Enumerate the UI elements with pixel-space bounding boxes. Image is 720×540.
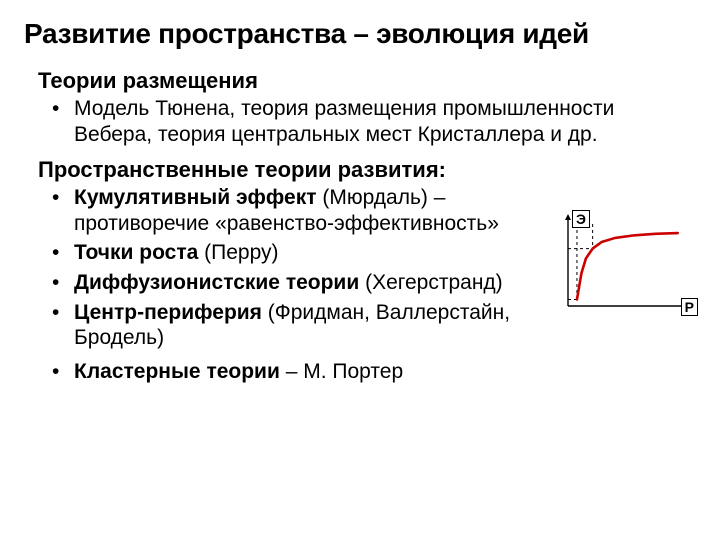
item-paren: (Мюрдаль): [322, 186, 428, 209]
efficiency-equality-chart: Э Р: [554, 212, 694, 322]
list-item: Кластерные теории – М. Портер: [52, 359, 544, 385]
item-bold: Кумулятивный эффект: [74, 186, 316, 209]
page-title: Развитие пространства – эволюция идей: [24, 18, 696, 50]
list-item: Точки роста (Перру): [52, 240, 544, 266]
item-dash: –: [428, 186, 446, 209]
item-text: Модель Тюнена, теория размещения промышл…: [74, 97, 614, 146]
section1-heading: Теории размещения: [38, 68, 696, 94]
item-paren: (Перру): [204, 241, 278, 264]
list-item: Кумулятивный эффект (Мюрдаль) – противор…: [52, 185, 544, 236]
list-item: Диффузионистские теории (Хегерстранд): [52, 270, 544, 296]
item-bold: Кластерные теории: [74, 360, 280, 383]
list-item: Модель Тюнена, теория размещения промышл…: [52, 96, 696, 147]
item-bold: Центр-периферия: [74, 301, 262, 324]
item-bold: Точки роста: [74, 241, 198, 264]
item-paren: (Хегерстранд): [365, 271, 503, 294]
chart-svg: [554, 212, 694, 322]
chart-x-label: Р: [681, 298, 698, 316]
chart-y-label: Э: [572, 210, 590, 228]
list-item: Центр-периферия (Фридман, Валлерстайн, Б…: [52, 300, 544, 351]
section-location-theories: Теории размещения Модель Тюнена, теория …: [24, 68, 696, 147]
item-dash: – М. Портер: [280, 360, 403, 383]
item-bold: Диффузионистские теории: [74, 271, 359, 294]
section2-heading: Пространственные теории развития:: [38, 157, 696, 183]
item-tail: противоречие «равенство-эффективность»: [74, 212, 499, 235]
